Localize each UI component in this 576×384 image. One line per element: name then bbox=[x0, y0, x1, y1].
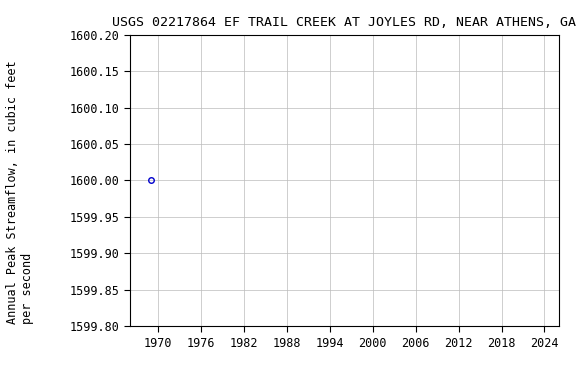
Text: Annual Peak Streamflow, in cubic feet
per second: Annual Peak Streamflow, in cubic feet pe… bbox=[6, 60, 34, 324]
Title: USGS 02217864 EF TRAIL CREEK AT JOYLES RD, NEAR ATHENS, GA: USGS 02217864 EF TRAIL CREEK AT JOYLES R… bbox=[112, 16, 576, 29]
